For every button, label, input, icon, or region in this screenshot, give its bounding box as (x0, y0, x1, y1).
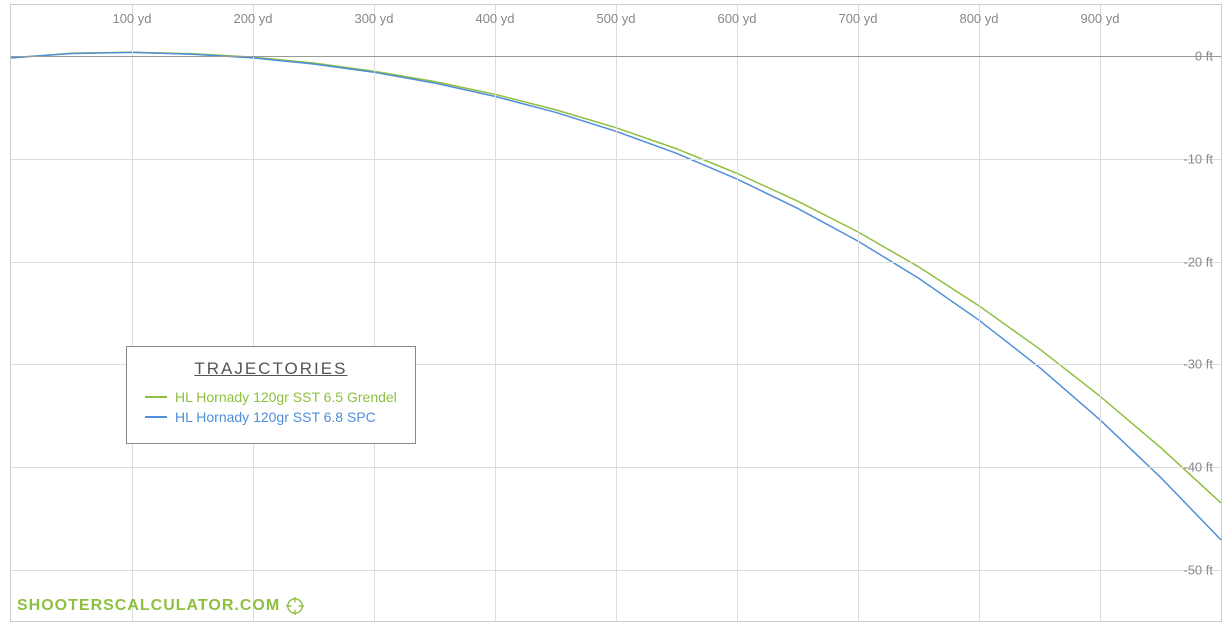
axis-zero-line (11, 56, 1221, 57)
gridline-horizontal (11, 467, 1221, 468)
legend-label: HL Hornady 120gr SST 6.5 Grendel (175, 389, 397, 405)
x-tick-label: 200 yd (233, 11, 272, 26)
gridline-vertical (374, 5, 375, 621)
x-tick-label: 600 yd (717, 11, 756, 26)
legend-box: TRAJECTORIES HL Hornady 120gr SST 6.5 Gr… (126, 346, 416, 444)
gridline-horizontal (11, 570, 1221, 571)
legend-item: HL Hornady 120gr SST 6.5 Grendel (145, 389, 397, 405)
x-tick-label: 400 yd (475, 11, 514, 26)
reticle-icon (286, 597, 304, 615)
legend-item: HL Hornady 120gr SST 6.8 SPC (145, 409, 397, 425)
y-tick-label: -40 ft (1183, 460, 1213, 475)
gridline-vertical (737, 5, 738, 621)
legend-title: TRAJECTORIES (145, 359, 397, 379)
y-tick-label: -50 ft (1183, 562, 1213, 577)
x-tick-label: 900 yd (1080, 11, 1119, 26)
gridline-vertical (1100, 5, 1101, 621)
gridline-horizontal (11, 262, 1221, 263)
gridline-vertical (858, 5, 859, 621)
gridline-vertical (979, 5, 980, 621)
y-tick-label: -20 ft (1183, 254, 1213, 269)
x-tick-label: 700 yd (838, 11, 877, 26)
watermark: SHOOTERSCALCULATOR.COM (17, 597, 304, 615)
watermark-text: SHOOTERSCALCULATOR.COM (17, 597, 280, 615)
x-tick-label: 100 yd (112, 11, 151, 26)
gridline-vertical (495, 5, 496, 621)
legend-swatch (145, 416, 167, 418)
y-tick-label: 0 ft (1195, 49, 1213, 64)
gridline-vertical (616, 5, 617, 621)
y-tick-label: -30 ft (1183, 357, 1213, 372)
gridline-horizontal (11, 159, 1221, 160)
legend-label: HL Hornady 120gr SST 6.8 SPC (175, 409, 376, 425)
y-tick-label: -10 ft (1183, 152, 1213, 167)
trajectory-chart: 100 yd 200 yd 300 yd 400 yd 500 yd 600 yd 700 … (10, 4, 1222, 622)
x-tick-label: 300 yd (354, 11, 393, 26)
x-tick-label: 800 yd (959, 11, 998, 26)
gridline-vertical (132, 5, 133, 621)
x-tick-label: 500 yd (596, 11, 635, 26)
gridline-vertical (253, 5, 254, 621)
legend-swatch (145, 396, 167, 398)
plot-area: 100 yd 200 yd 300 yd 400 yd 500 yd 600 yd 700 … (11, 5, 1221, 621)
